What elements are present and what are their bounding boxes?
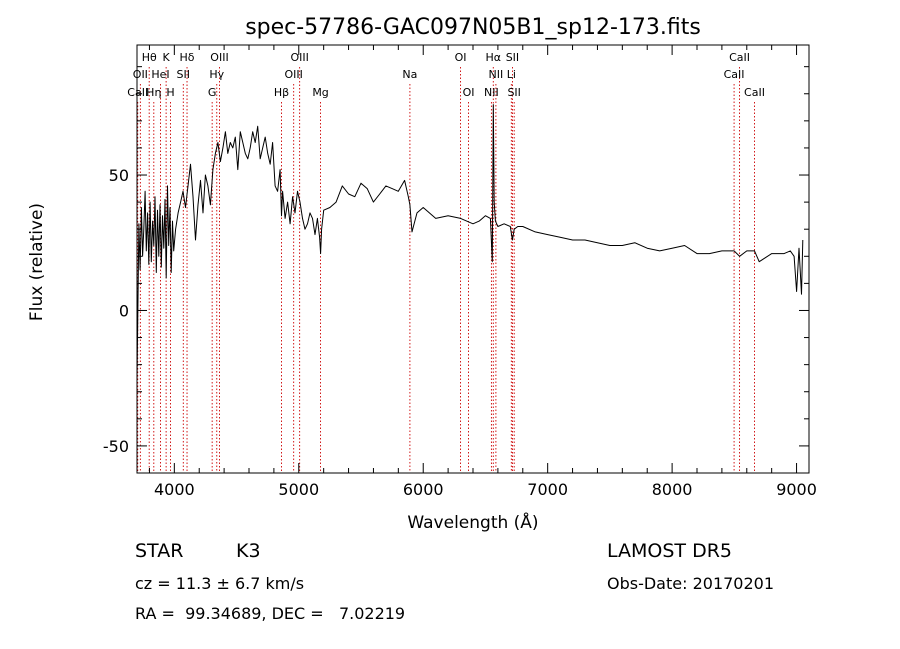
y-tick-label-1: 0 [119,301,129,320]
line-marker-label-14: Na [402,68,417,81]
line-marker-label-26: SII [507,86,520,99]
line-marker-label-21: G [208,86,217,99]
line-marker-label-5: OI [455,51,467,64]
line-marker-label-0: Hθ [142,51,157,64]
x-tick-label-0: 4000 [154,480,195,499]
line-marker-label-9: OII [133,68,148,81]
redshift-value: cz = 11.3 ± 6.7 km/s [135,574,305,593]
coordinates: RA = 99.34689, DEC = 7.02219 [135,604,406,623]
line-marker-label-18: CaII [127,86,148,99]
line-marker-label-23: Mg [312,86,328,99]
x-tick-label-5: 9000 [776,480,817,499]
line-marker-label-15: NII [489,68,504,81]
plot-frame [136,44,810,474]
line-marker-label-20: H [166,86,174,99]
obs-date: Obs-Date: 20170201 [607,574,775,593]
spectrum-layer [136,104,804,381]
line-marker-label-22: Hβ [274,86,289,99]
line-marker-label-27: CaII [744,86,765,99]
line-marker-label-24: OI [463,86,475,99]
line-marker-label-6: Hα [486,51,502,64]
line-marker-label-10: HeI [151,68,169,81]
survey-name: LAMOST DR5 [607,540,732,562]
x-tick-label-4: 8000 [652,480,693,499]
line-marker-label-25: NII [484,86,499,99]
line-marker-label-2: Hδ [180,51,195,64]
line-marker-label-17: CaII [724,68,745,81]
line-marker-label-11: SII [177,68,190,81]
x-tick-label-1: 5000 [278,480,319,499]
line-marker-label-1: K [163,51,171,64]
x-tick-label-2: 6000 [403,480,444,499]
spectrum-line [136,104,804,381]
line-marker-layer: Hθ K Hδ OIII OIII OI Hα SII CaII OII HeI SII Hγ OIII N… [127,51,765,473]
line-marker-label-8: CaII [729,51,750,64]
object-subclass: K3 [236,540,261,562]
axis-layer: 4000 5000 6000 7000 8000 9000 -50 0 50 [103,45,817,499]
object-class: STAR [135,540,184,562]
x-tick-label-3: 7000 [527,480,568,499]
line-marker-label-19: Hη [146,86,161,99]
y-axis-label: Flux (relative) [27,203,47,321]
line-marker-label-7: SII [506,51,519,64]
line-marker-label-16: Li [507,68,516,81]
x-axis-label: Wavelength (Å) [407,511,538,533]
chart-title: spec-57786-GAC097N05B1_sp12-173.fits [245,15,701,40]
y-tick-label-0: -50 [103,437,129,456]
line-marker-label-4: OIII [290,51,308,64]
line-marker-label-3: OIII [210,51,228,64]
line-marker-label-13: OIII [284,68,302,81]
y-tick-label-2: 50 [109,166,129,185]
line-marker-label-12: Hγ [209,68,224,81]
